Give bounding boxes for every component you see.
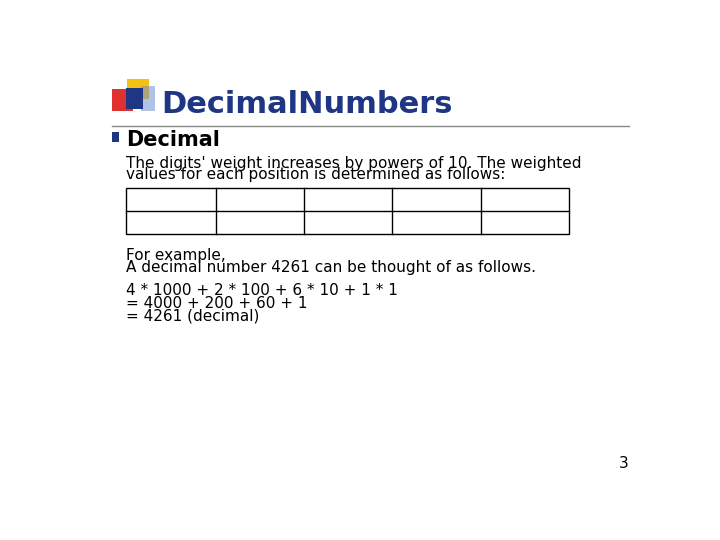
Text: 1000: 1000 bbox=[222, 215, 260, 230]
Text: 100: 100 bbox=[310, 215, 339, 230]
Text: 1: 1 bbox=[409, 189, 416, 199]
Bar bbox=[112, 132, 120, 142]
Text: 4: 4 bbox=[143, 189, 150, 199]
Text: 10: 10 bbox=[487, 192, 506, 207]
Text: 10: 10 bbox=[132, 192, 151, 207]
Text: 10: 10 bbox=[222, 192, 241, 207]
Text: Decimal: Decimal bbox=[126, 130, 220, 150]
Text: 10000: 10000 bbox=[132, 215, 180, 230]
Text: values for each position is determined as follows:: values for each position is determined a… bbox=[126, 167, 505, 182]
Bar bbox=[112, 90, 133, 111]
FancyBboxPatch shape bbox=[126, 188, 569, 234]
Bar bbox=[141, 86, 155, 111]
Text: 1: 1 bbox=[487, 215, 496, 230]
Bar bbox=[126, 88, 143, 110]
Text: 2: 2 bbox=[321, 189, 328, 199]
Text: For example,: For example, bbox=[126, 248, 225, 263]
Text: = 4261 (decimal): = 4261 (decimal) bbox=[126, 309, 259, 324]
Text: 10: 10 bbox=[310, 192, 329, 207]
Text: 10: 10 bbox=[398, 192, 418, 207]
Text: The digits' weight increases by powers of 10. The weighted: The digits' weight increases by powers o… bbox=[126, 156, 581, 171]
Text: A decimal number 4261 can be thought of as follows.: A decimal number 4261 can be thought of … bbox=[126, 260, 536, 275]
Text: = 4000 + 200 + 60 + 1: = 4000 + 200 + 60 + 1 bbox=[126, 296, 307, 311]
Text: 4 * 1000 + 2 * 100 + 6 * 10 + 1 * 1: 4 * 1000 + 2 * 100 + 6 * 10 + 1 * 1 bbox=[126, 283, 397, 298]
Text: 3: 3 bbox=[233, 189, 240, 199]
Text: 3: 3 bbox=[619, 456, 629, 471]
Text: DecimalNumbers: DecimalNumbers bbox=[161, 90, 453, 119]
Text: 0: 0 bbox=[498, 189, 505, 199]
Text: 10: 10 bbox=[398, 215, 418, 230]
Bar bbox=[127, 79, 149, 99]
